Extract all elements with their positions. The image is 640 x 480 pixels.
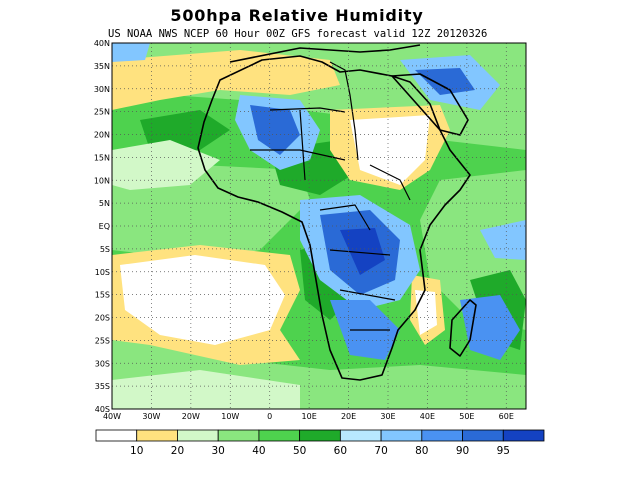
longitude-labels: 40W 30W 20W 10W 0 10E 20E 30E 40E 50E 60E xyxy=(103,412,514,421)
field-patch-pale xyxy=(112,370,300,409)
longitude-tick-label: 50E xyxy=(459,412,474,421)
colorbar-label: 95 xyxy=(497,445,510,457)
field-atlantic-light xyxy=(112,165,310,260)
field-humid-congo-peak xyxy=(340,228,385,275)
colorbar-swatch xyxy=(258,429,301,442)
longitude-tick-label: 60E xyxy=(499,412,514,421)
colorbar-label: 30 xyxy=(211,445,224,457)
field-dry-white xyxy=(415,290,437,335)
map-subtitle: US NOAA NWS NCEP 60 Hour 00Z GFS forecas… xyxy=(108,28,488,40)
humidity-field xyxy=(112,43,526,409)
longitude-tick-label: 40E xyxy=(420,412,435,421)
latitude-tick-label: 40N xyxy=(94,39,110,48)
latitude-tick-label: 25S xyxy=(95,336,110,345)
latitude-tick-label: 15N xyxy=(94,153,110,162)
colorbar-swatch xyxy=(177,429,219,442)
latitude-tick-label: EQ xyxy=(99,222,110,231)
field-humid-sahara-core xyxy=(250,105,300,155)
colorbar-swatch xyxy=(95,429,138,442)
colorbar-swatch xyxy=(339,429,382,442)
colorbar-swatch xyxy=(502,429,545,442)
map-title: 500hpa Relative Humidity xyxy=(170,6,424,25)
graticule xyxy=(112,43,526,409)
latitude-tick-label: 5S xyxy=(100,245,110,254)
longitude-tick-label: 30W xyxy=(142,412,160,421)
colorbar-swatch xyxy=(462,429,504,442)
colorbar-label: 50 xyxy=(293,445,306,457)
latitude-tick-label: 40S xyxy=(95,405,110,414)
europe-coastline xyxy=(229,44,421,63)
field-patch-pale xyxy=(112,140,220,190)
map-frame xyxy=(111,42,527,410)
colorbar-label: 80 xyxy=(415,445,428,457)
colorbar-swatch xyxy=(136,429,178,442)
latitude-tick-label: 5N xyxy=(99,199,110,208)
latitude-tick-label: 35S xyxy=(95,382,110,391)
latitude-tick-label: 15S xyxy=(95,291,110,300)
colorbar-label: 60 xyxy=(334,445,347,457)
longitude-tick-label: 0 xyxy=(267,412,272,421)
field-humid-east xyxy=(480,220,526,260)
colorbar-label: 90 xyxy=(456,445,469,457)
field-patch-dark xyxy=(140,110,230,150)
latitude-tick-label: 30S xyxy=(95,359,110,368)
colorbar-labels: 10 20 30 40 50 60 70 80 90 95 xyxy=(130,445,510,457)
latitude-tick-label: 10S xyxy=(95,268,110,277)
colorbar xyxy=(95,429,545,442)
latitude-tick-label: 35N xyxy=(94,62,110,71)
colorbar-label: 70 xyxy=(374,445,387,457)
longitude-tick-label: 30E xyxy=(380,412,395,421)
latitude-tick-label: 25N xyxy=(94,108,110,117)
madagascar-coastline xyxy=(449,299,477,357)
latitude-tick-label: 30N xyxy=(94,85,110,94)
colorbar-label: 20 xyxy=(171,445,184,457)
colorbar-label: 10 xyxy=(130,445,143,457)
longitude-tick-label: 20W xyxy=(182,412,200,421)
field-dry-yellow xyxy=(112,50,340,110)
field-humid-mideast-core xyxy=(415,68,475,95)
colorbar-swatch xyxy=(380,429,423,442)
latitude-tick-label: 10N xyxy=(94,176,110,185)
colorbar-swatch xyxy=(299,429,341,442)
latitude-labels: 40N 35N 30N 25N 20N 15N 10N 5N EQ 5S 10S 15S 20S 25S 3… xyxy=(94,39,110,414)
longitude-tick-label: 10W xyxy=(221,412,239,421)
latitude-tick-label: 20N xyxy=(94,131,110,140)
field-dry-white xyxy=(350,115,430,185)
arabia-coastline xyxy=(391,73,469,136)
field-humid-nw xyxy=(112,43,150,62)
field-dry-white xyxy=(120,255,285,345)
colorbar-swatch xyxy=(217,429,260,442)
colorbar-swatch xyxy=(421,429,463,442)
latitude-tick-label: 20S xyxy=(95,314,110,323)
longitude-tick-label: 40W xyxy=(103,412,121,421)
longitude-tick-label: 10E xyxy=(302,412,317,421)
longitude-tick-label: 20E xyxy=(341,412,356,421)
colorbar-label: 40 xyxy=(252,445,265,457)
